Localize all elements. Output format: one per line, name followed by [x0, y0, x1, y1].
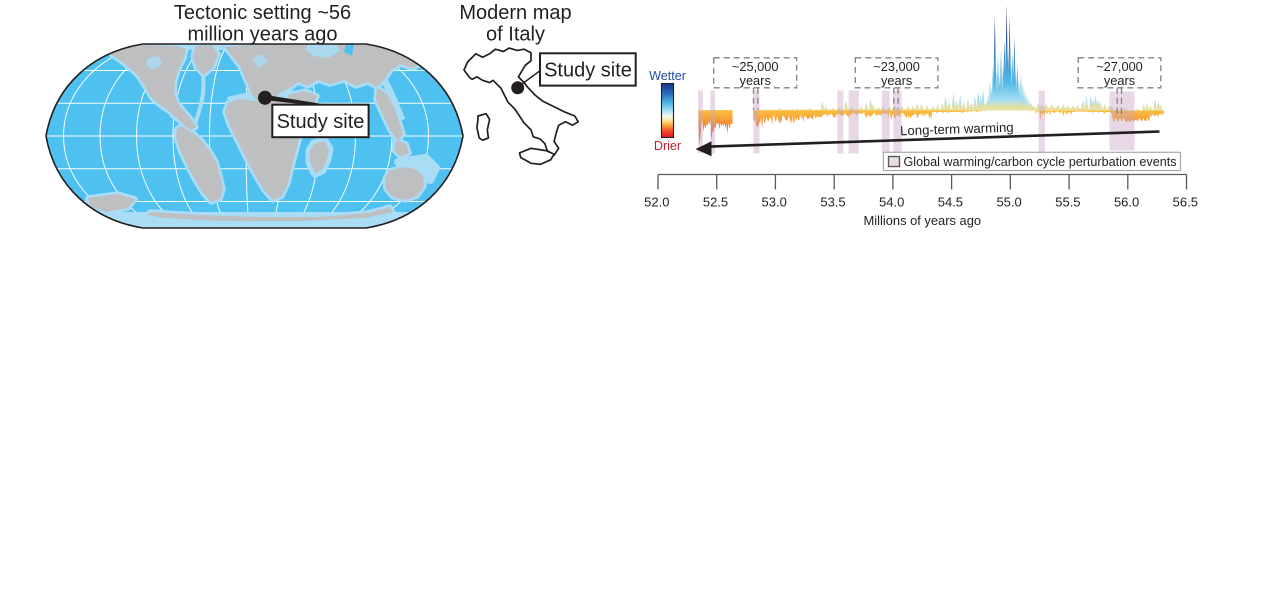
svg-text:~27,000: ~27,000	[1096, 59, 1143, 74]
svg-text:of Italy: of Italy	[486, 23, 545, 45]
svg-text:Tectonic setting ~56: Tectonic setting ~56	[174, 2, 351, 24]
svg-text:54.0: 54.0	[879, 195, 904, 210]
svg-text:years: years	[1104, 73, 1135, 88]
svg-text:53.0: 53.0	[762, 195, 787, 210]
svg-text:53.5: 53.5	[820, 195, 845, 210]
svg-text:Millions of years ago: Millions of years ago	[864, 213, 982, 228]
svg-text:Global warming/carbon cycle pe: Global warming/carbon cycle perturbation…	[904, 155, 1177, 169]
svg-text:55.0: 55.0	[996, 195, 1021, 210]
svg-text:54.5: 54.5	[938, 195, 963, 210]
svg-text:Wetter: Wetter	[649, 69, 686, 83]
svg-text:56.0: 56.0	[1114, 195, 1139, 210]
svg-text:56.5: 56.5	[1173, 195, 1198, 210]
svg-text:Study site: Study site	[544, 60, 632, 82]
svg-text:52.5: 52.5	[703, 195, 728, 210]
svg-text:years: years	[881, 73, 912, 88]
svg-text:years: years	[740, 73, 771, 88]
svg-text:~23,000: ~23,000	[873, 59, 920, 74]
svg-text:Drier: Drier	[654, 139, 681, 153]
svg-text:Modern map: Modern map	[459, 2, 571, 24]
svg-text:~25,000: ~25,000	[732, 59, 779, 74]
svg-text:million years ago: million years ago	[187, 23, 337, 45]
svg-text:Long-term warming: Long-term warming	[900, 120, 1014, 139]
svg-text:52.0: 52.0	[644, 195, 669, 210]
svg-text:Study site: Study site	[277, 111, 365, 133]
svg-text:55.5: 55.5	[1055, 195, 1080, 210]
